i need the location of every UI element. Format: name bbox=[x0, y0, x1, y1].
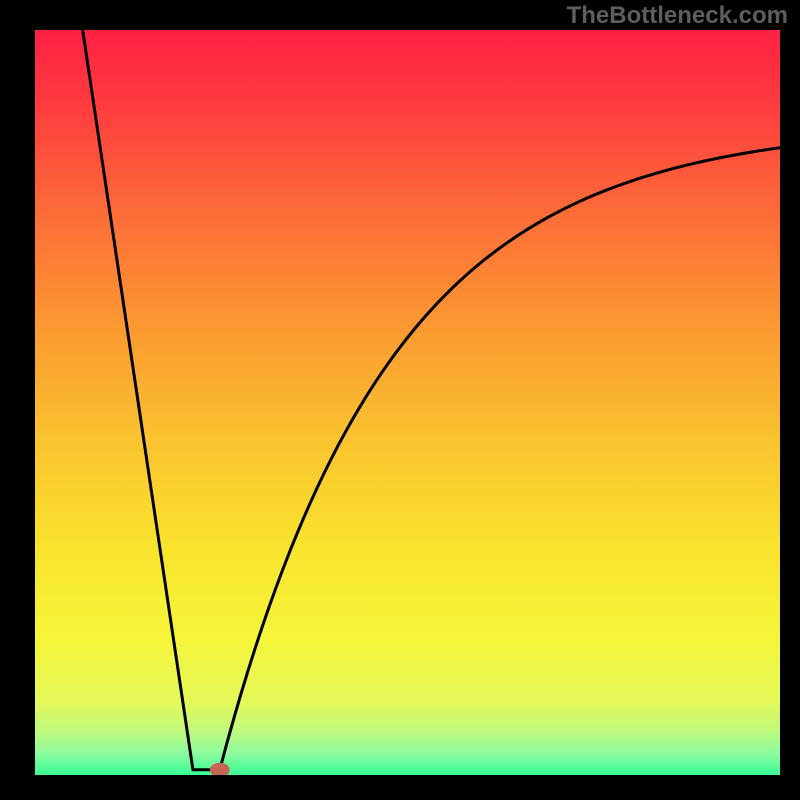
plot-area bbox=[35, 30, 780, 775]
curve-svg bbox=[35, 30, 780, 775]
optimum-marker bbox=[210, 763, 230, 775]
watermark-text: TheBottleneck.com bbox=[567, 2, 788, 30]
bottleneck-curve bbox=[83, 30, 780, 770]
